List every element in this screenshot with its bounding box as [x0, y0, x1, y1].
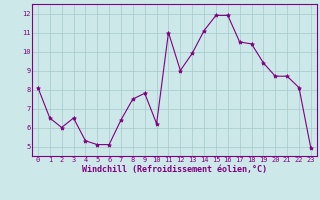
- X-axis label: Windchill (Refroidissement éolien,°C): Windchill (Refroidissement éolien,°C): [82, 165, 267, 174]
